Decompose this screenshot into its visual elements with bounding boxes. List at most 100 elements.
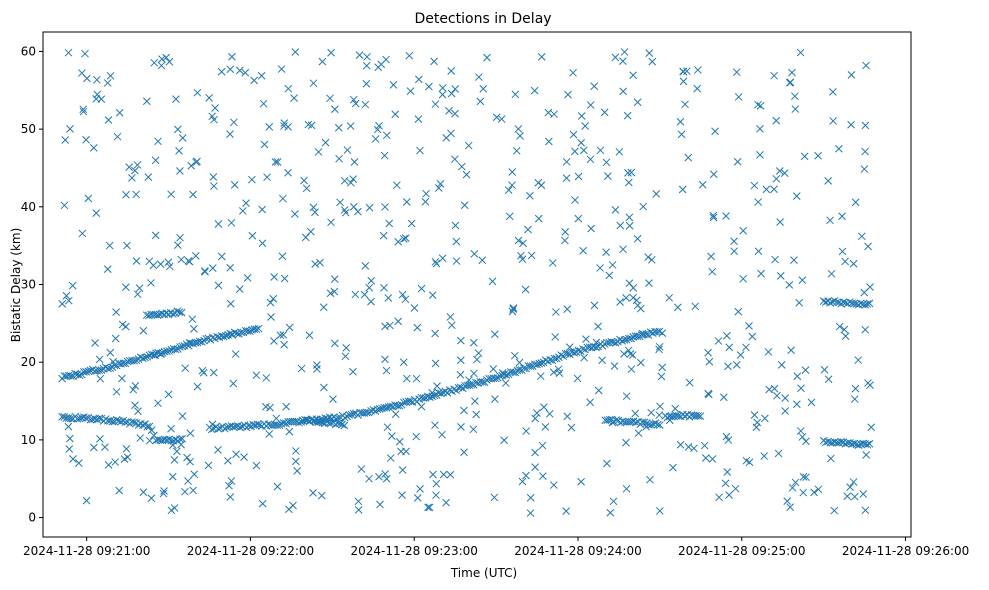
data-point	[863, 300, 872, 308]
data-point	[84, 194, 93, 203]
data-point	[557, 351, 565, 359]
data-point	[386, 454, 395, 462]
data-point	[754, 100, 762, 109]
data-point	[309, 79, 318, 88]
data-point	[634, 429, 643, 438]
data-point	[516, 132, 524, 140]
data-point	[864, 242, 872, 251]
data-point	[157, 61, 166, 70]
data-point	[177, 255, 186, 264]
data-point	[134, 407, 142, 416]
data-point	[214, 446, 222, 454]
data-point	[346, 178, 355, 187]
data-point	[648, 57, 657, 66]
data-point	[824, 437, 832, 446]
data-point	[189, 190, 197, 199]
data-point	[544, 137, 553, 146]
data-point	[64, 422, 73, 431]
data-point	[674, 412, 683, 420]
data-point	[535, 359, 544, 368]
data-point	[462, 170, 471, 179]
data-point	[478, 378, 487, 386]
data-point	[600, 340, 609, 348]
data-point	[290, 94, 298, 103]
data-point	[859, 490, 868, 498]
data-point	[826, 216, 834, 225]
data-point	[217, 67, 226, 76]
data-point	[574, 214, 583, 223]
data-point	[531, 414, 540, 423]
data-point	[327, 48, 335, 57]
data-point	[698, 180, 707, 189]
data-point	[432, 479, 441, 488]
data-point	[571, 196, 579, 204]
data-point	[349, 203, 358, 211]
data-point	[397, 447, 405, 456]
data-point	[722, 432, 731, 441]
data-point	[623, 111, 632, 120]
data-point	[438, 84, 447, 92]
data-point	[550, 110, 558, 119]
data-point	[330, 275, 339, 283]
data-point	[130, 418, 139, 427]
data-point	[655, 507, 664, 515]
data-point	[562, 507, 571, 515]
data-point	[537, 53, 546, 61]
data-point	[447, 129, 455, 138]
data-point	[824, 375, 833, 384]
data-point	[502, 371, 511, 379]
data-point	[165, 347, 173, 355]
data-point	[164, 390, 173, 399]
data-point	[574, 346, 583, 355]
data-point	[186, 429, 195, 438]
data-point	[859, 439, 867, 448]
data-point	[382, 474, 391, 483]
data-point	[647, 255, 656, 264]
data-point	[830, 296, 839, 305]
data-point	[189, 486, 197, 495]
data-point	[709, 211, 718, 220]
data-point	[471, 397, 479, 405]
data-point	[349, 409, 358, 418]
data-point	[340, 206, 349, 214]
data-point	[112, 387, 121, 396]
data-point	[291, 457, 300, 466]
data-point	[336, 419, 344, 428]
data-point	[800, 152, 809, 161]
data-point	[330, 339, 339, 348]
data-point	[798, 433, 807, 441]
data-point	[622, 293, 630, 302]
data-point	[526, 493, 535, 502]
data-point	[723, 331, 731, 340]
data-point	[470, 250, 479, 258]
data-point	[451, 85, 460, 93]
data-point	[489, 365, 498, 373]
data-point	[65, 445, 74, 453]
data-point	[770, 71, 778, 80]
data-point	[280, 340, 289, 349]
data-point	[91, 339, 99, 347]
data-point	[341, 413, 349, 422]
data-point	[757, 269, 765, 278]
data-point	[764, 348, 773, 356]
x-tick-label: 2024-11-28 09:26:00	[842, 544, 969, 558]
data-point	[345, 411, 354, 419]
data-point	[333, 419, 342, 428]
data-point	[147, 279, 155, 287]
data-point	[624, 178, 633, 187]
data-point	[618, 336, 627, 345]
data-point	[224, 456, 232, 465]
data-point	[139, 488, 148, 497]
data-point	[451, 109, 459, 118]
data-point	[187, 161, 196, 170]
data-point	[295, 418, 303, 427]
data-point	[843, 492, 852, 501]
data-point	[95, 366, 104, 375]
data-point	[862, 451, 871, 459]
data-point	[260, 140, 269, 149]
data-point	[165, 435, 173, 444]
data-point	[724, 362, 732, 371]
data-point	[285, 505, 293, 514]
data-point	[711, 127, 719, 136]
data-point	[524, 225, 532, 234]
